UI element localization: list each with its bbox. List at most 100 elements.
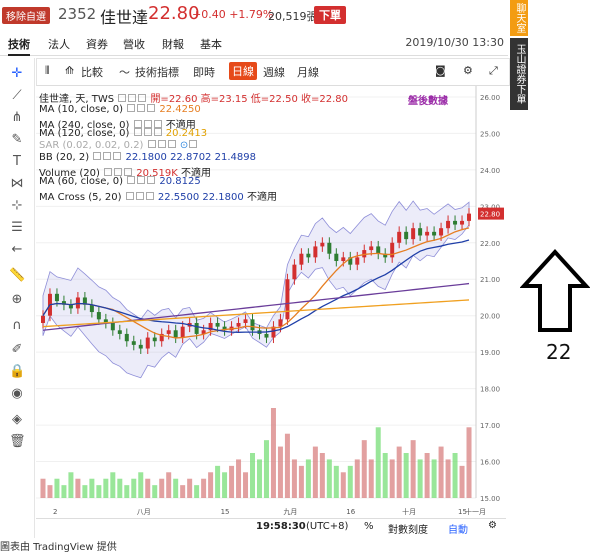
candle-body [82, 297, 87, 305]
volume-bar [173, 478, 179, 498]
candle-body [418, 228, 423, 236]
y-tick-label: 24.00 [480, 167, 500, 175]
volume-bar [368, 459, 374, 498]
crosshair-icon[interactable]: ✛ [11, 66, 23, 81]
candle-body [299, 253, 304, 265]
legend-macross: MA Cross (5, 20) [39, 192, 122, 203]
x-tick-label: 15 [221, 508, 230, 516]
candle-body [236, 322, 241, 327]
gear-icon[interactable]: ⚙ [463, 64, 473, 77]
candle-type-icon[interactable]: ⫴ [45, 64, 50, 77]
log-scale-toggle[interactable]: 對數刻度 [388, 525, 428, 536]
volume-bar [117, 478, 123, 498]
magnet-icon[interactable]: ∩ [12, 318, 22, 333]
candle-body [467, 213, 472, 221]
daily-button[interactable]: 日線 [229, 62, 257, 80]
candle-body [383, 253, 388, 258]
x-tick-label: 十月 [402, 507, 416, 516]
tab-margin[interactable]: 資券 [86, 38, 108, 51]
ruler-icon[interactable]: 📏 [9, 268, 26, 283]
indicator-icon[interactable]: 〜 [119, 66, 130, 79]
ma240-line [42, 299, 470, 328]
candle-body [166, 330, 171, 334]
text-icon[interactable]: T [13, 154, 21, 169]
tab-institutional[interactable]: 法人 [48, 38, 70, 51]
y-tick-label: 20.00 [480, 313, 500, 321]
candle-body [250, 319, 255, 331]
x-tick-label: 九月 [283, 507, 297, 516]
settings-icon[interactable]: ⚙ [488, 520, 497, 531]
legend-bb: BB (20, 2) [39, 152, 90, 163]
fullscreen-icon[interactable]: ⤢ [489, 64, 498, 77]
legend-macross-na: 不適用 [246, 192, 277, 203]
legend-sar: SAR (0.02, 0.02, 0.2) [39, 140, 144, 151]
volume-bar [319, 453, 325, 498]
volume-bar [347, 465, 353, 498]
volume-bar [410, 440, 416, 498]
camera-icon[interactable]: ◙ [435, 64, 446, 77]
compare-icon[interactable]: ⟰ [65, 64, 75, 77]
clock-time: 19:58:30 [256, 521, 306, 532]
chart-canvas[interactable]: 26.00 25.00 24.00 23.00 22.00 21.00 20.00 19.00… [36, 86, 506, 518]
volume-bar [145, 478, 151, 498]
fib-icon[interactable]: ☰ [11, 220, 23, 235]
zoom-icon[interactable]: ⊕ [11, 292, 23, 307]
order-button[interactable]: 下單 [314, 6, 346, 24]
y-tick-label: 22.00 [480, 240, 500, 248]
price-chart[interactable]: 26.00 25.00 24.00 23.00 22.00 21.00 20.00 19.00… [36, 86, 506, 518]
layers-icon[interactable]: ◈ [12, 412, 22, 427]
annotation-number: 22 [546, 340, 572, 364]
percent-toggle[interactable]: % [364, 521, 374, 532]
pitchfork-icon[interactable]: ⋔ [11, 110, 23, 125]
indicators-button[interactable]: 技術指標 [135, 66, 179, 79]
volume-bar [277, 446, 283, 498]
compare-button[interactable]: 比較 [81, 66, 103, 79]
x-tick-label: 八月 [137, 508, 151, 516]
chart-toolbar: ⫴ ⟰ 比較 〜 技術指標 即時 日線 週線 月線 ◙ ⚙ ⤢ [36, 58, 510, 86]
eye-icon[interactable]: ◉ [11, 386, 23, 401]
chatroom-tab[interactable]: 聊天室 [510, 0, 528, 36]
back-arrow-icon[interactable]: ← [11, 242, 23, 257]
weekly-button[interactable]: 週線 [263, 66, 285, 79]
trash-icon[interactable]: 🗑 [9, 434, 26, 449]
volume-bar [96, 485, 102, 498]
volume-bar [124, 485, 130, 498]
volume-bar [215, 465, 221, 498]
trendline-icon[interactable]: ⟋ [12, 88, 22, 103]
candle-body [243, 319, 248, 323]
volume-bar [194, 485, 200, 498]
candle-body [460, 220, 465, 225]
timezone[interactable]: (UTC+8) [306, 521, 349, 532]
tab-technical[interactable]: 技術 [8, 36, 30, 56]
candle-body [306, 253, 311, 258]
volume-bar [305, 459, 311, 498]
candle-body [404, 231, 409, 240]
trade-volume: 20,519張 [268, 10, 318, 23]
legend-volume-value: 20.519K [136, 168, 178, 179]
volume-bar [236, 459, 242, 498]
candle-body [327, 242, 332, 254]
prediction-icon[interactable]: ⊹ [11, 198, 23, 213]
legend-ohlc: 開=22.60 高=23.15 低=22.50 收=22.80 [150, 94, 349, 105]
volume-bar [82, 485, 88, 498]
pattern-icon[interactable]: ⋈ [10, 176, 24, 191]
brush-icon[interactable]: ✎ [11, 132, 23, 147]
volume-bar [68, 472, 74, 498]
monthly-button[interactable]: 月線 [297, 66, 319, 79]
tab-financials[interactable]: 財報 [162, 38, 184, 51]
lock-draw-icon[interactable]: ✐ [11, 342, 23, 357]
lock-icon[interactable]: 🔒 [9, 364, 26, 379]
tab-basic[interactable]: 基本 [200, 38, 222, 51]
candle-body [278, 319, 283, 327]
legend-volume: Volume (20) [39, 168, 100, 179]
y-tick-label: 15.00 [480, 495, 500, 503]
tab-revenue[interactable]: 營收 [123, 38, 145, 51]
intraday-button[interactable]: 即時 [193, 66, 215, 79]
broker-order-tab[interactable]: 玉山證券下單 [510, 38, 528, 110]
volume-bar [375, 427, 381, 498]
auto-scale-toggle[interactable]: 自動 [448, 525, 468, 536]
remove-watchlist-button[interactable]: 移除自選 [2, 7, 50, 24]
y-tick-label: 26.00 [480, 94, 500, 102]
volume-bar [396, 446, 402, 498]
candle-body [222, 326, 227, 331]
